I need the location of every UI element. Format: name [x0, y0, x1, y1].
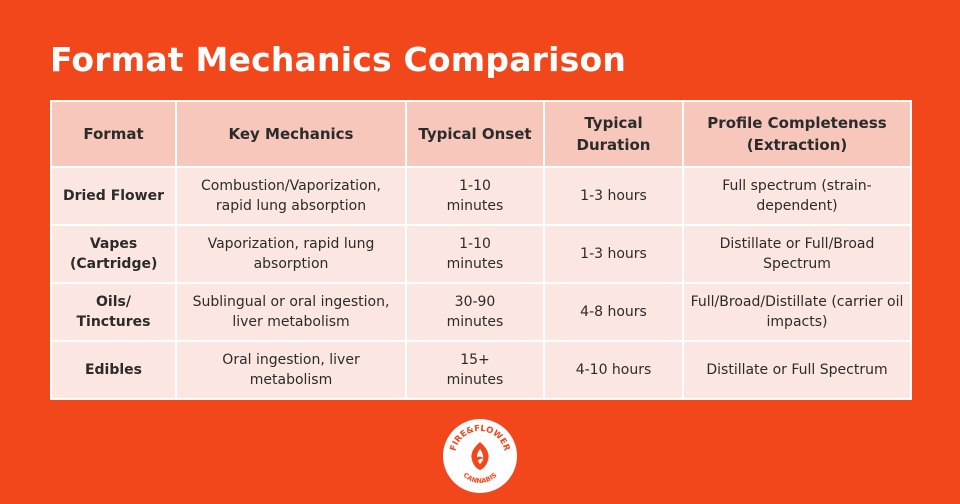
column-header: Typical Duration [543, 100, 684, 168]
svg-text:CANNABIS: CANNABIS [462, 471, 499, 485]
onset-cell: 1-10 minutes [405, 166, 545, 226]
page-title: Format Mechanics Comparison [50, 40, 627, 79]
format-cell: Oils/ Tinctures [50, 282, 177, 342]
logo-bottom-text: CANNABIS [462, 471, 499, 485]
table-row: Dried Flower Combustion/Vaporization, ra… [50, 166, 912, 226]
profile-cell: Distillate or Full Spectrum [682, 340, 912, 400]
table-header-row: Format Key Mechanics Typical Onset Typic… [50, 100, 912, 168]
format-cell: Vapes (Cartridge) [50, 224, 177, 284]
duration-cell: 1-3 hours [543, 166, 684, 226]
column-header: Typical Onset [405, 100, 545, 168]
mechanics-cell: Oral ingestion, liver metabolism [175, 340, 407, 400]
column-header: Format [50, 100, 177, 168]
table-row: Vapes (Cartridge) Vaporization, rapid lu… [50, 224, 912, 284]
mechanics-cell: Sublingual or oral ingestion, liver meta… [175, 282, 407, 342]
comparison-table: Format Key Mechanics Typical Onset Typic… [50, 100, 912, 400]
flame-flower-icon [471, 442, 489, 470]
format-cell: Dried Flower [50, 166, 177, 226]
duration-cell: 4-10 hours [543, 340, 684, 400]
format-cell: Edibles [50, 340, 177, 400]
profile-cell: Distillate or Full/Broad Spectrum [682, 224, 912, 284]
fire-and-flower-logo: FIRE&FLOWER CANNABIS [443, 419, 517, 493]
profile-cell: Full/Broad/Distillate (carrier oil impac… [682, 282, 912, 342]
duration-cell: 4-8 hours [543, 282, 684, 342]
table-row: Edibles Oral ingestion, liver metabolism… [50, 340, 912, 400]
profile-cell: Full spectrum (strain-dependent) [682, 166, 912, 226]
column-header: Profile Completeness (Extraction) [682, 100, 912, 168]
duration-cell: 1-3 hours [543, 224, 684, 284]
mechanics-cell: Vaporization, rapid lung absorption [175, 224, 407, 284]
onset-cell: 30-90 minutes [405, 282, 545, 342]
mechanics-cell: Combustion/Vaporization, rapid lung abso… [175, 166, 407, 226]
onset-cell: 1-10 minutes [405, 224, 545, 284]
onset-cell: 15+ minutes [405, 340, 545, 400]
table-row: Oils/ Tinctures Sublingual or oral inges… [50, 282, 912, 342]
column-header: Key Mechanics [175, 100, 407, 168]
